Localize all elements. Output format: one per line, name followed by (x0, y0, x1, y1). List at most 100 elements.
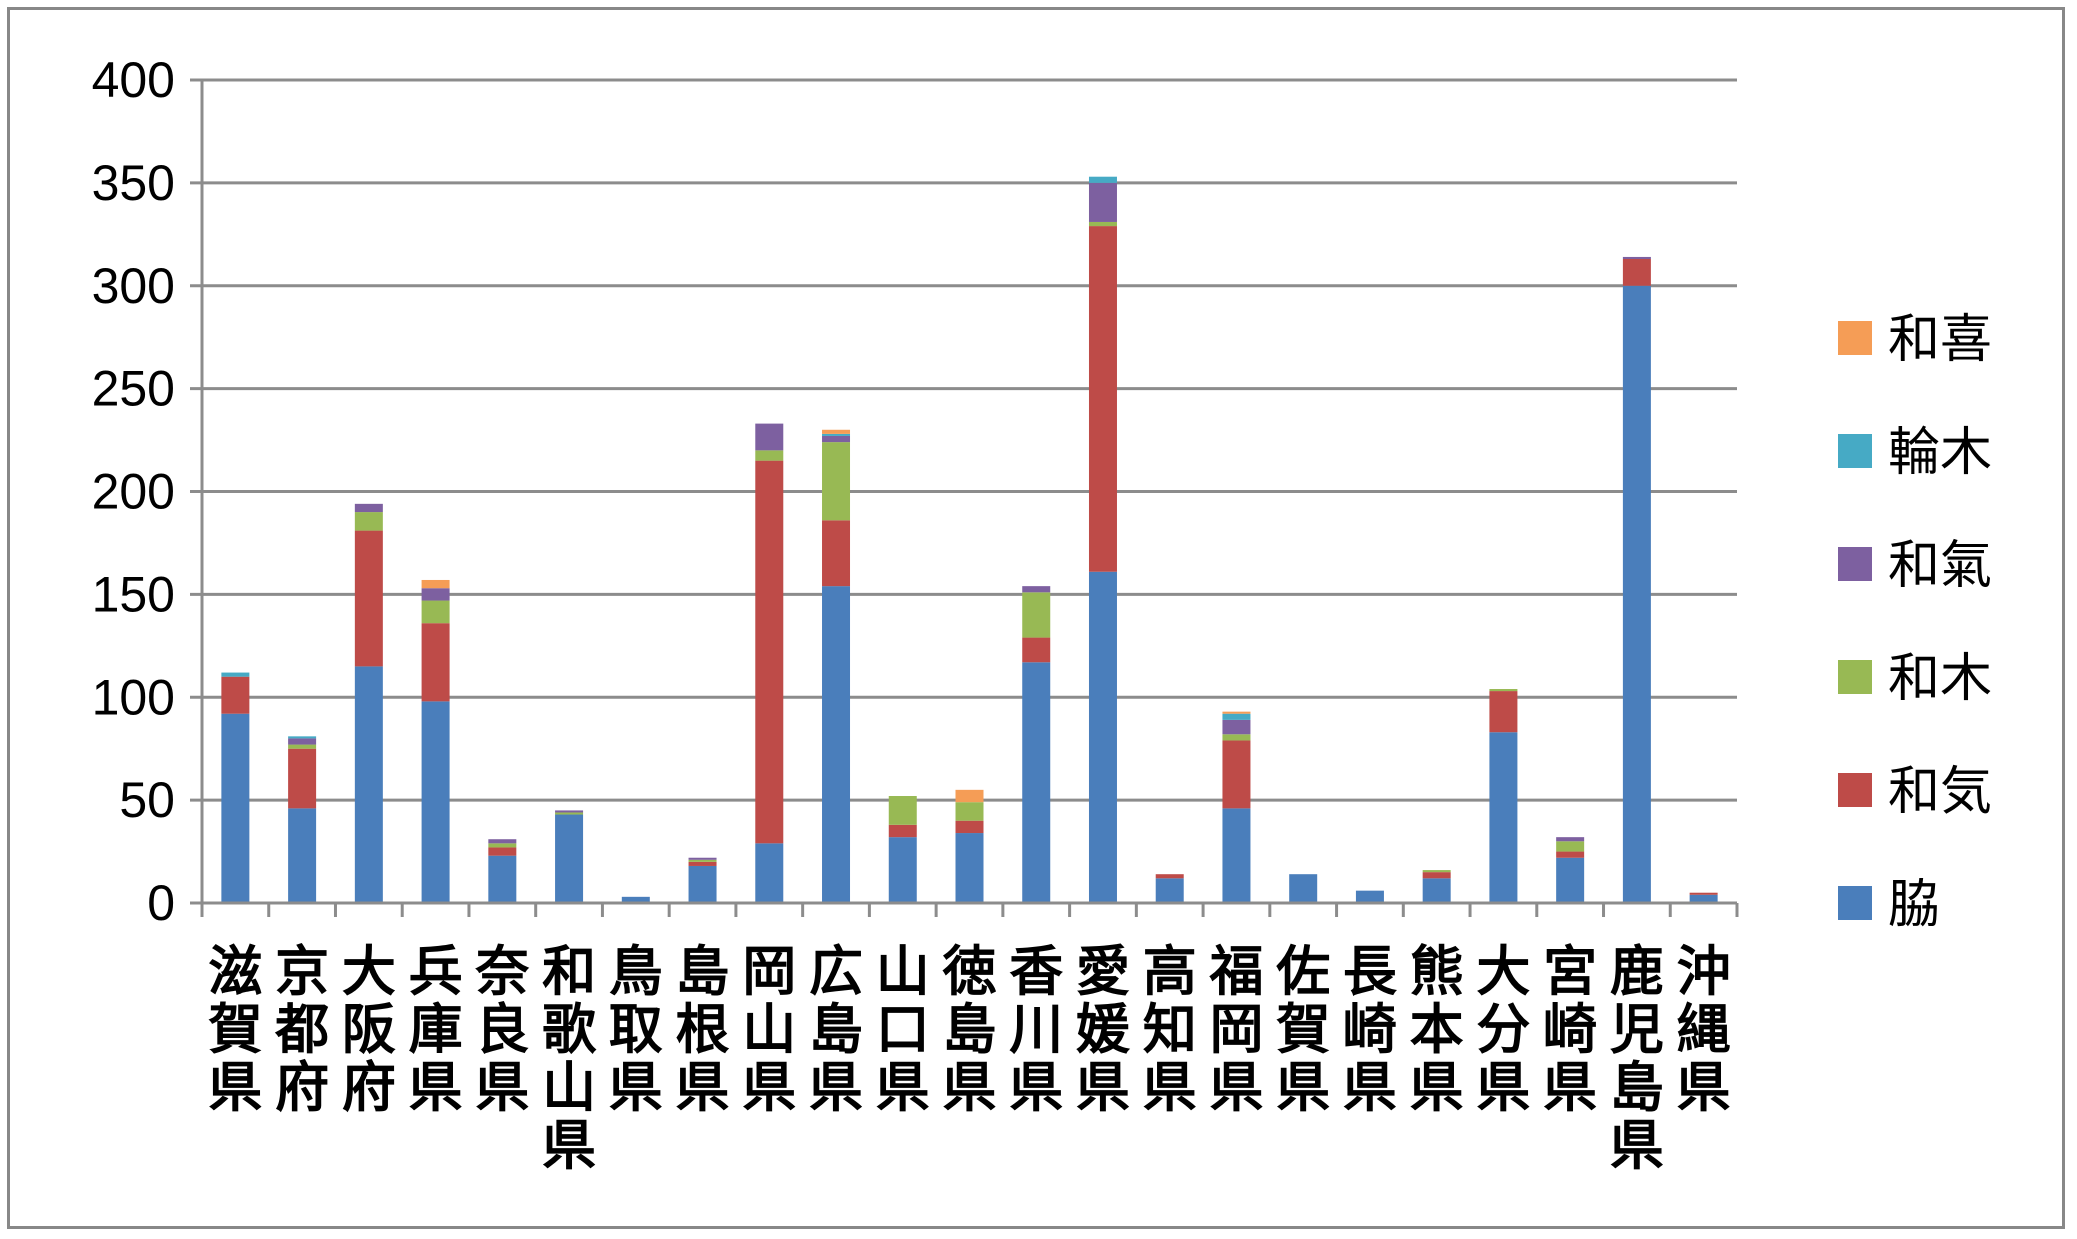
legend-label: 和気 (1888, 762, 1992, 822)
x-tick-label: 広島県 (809, 940, 863, 1119)
y-axis-tick-labels: 0 50 100 150 200 250 300 350 400 (92, 52, 175, 931)
bar-segment-脇-宮崎県 (1556, 857, 1585, 903)
x-tick-label: 滋賀県 (208, 940, 262, 1119)
legend-swatch (1838, 886, 1872, 920)
bar-segment-輪木-京都府 (288, 736, 317, 739)
legend-swatch (1838, 434, 1872, 468)
bar-segment-和氣-大阪府 (354, 503, 383, 513)
bar-segment-脇-鳥取県 (621, 896, 650, 903)
bar-segment-和氣-兵庫県 (421, 588, 450, 601)
x-tick-label: 鳥取県 (609, 940, 663, 1119)
bar-segment-和木-兵庫県 (421, 600, 450, 624)
legend-label: 和喜 (1888, 310, 1992, 370)
bar-segment-和氣-京都府 (288, 738, 317, 745)
y-tick-label: 350 (92, 155, 175, 211)
bar-segment-和木-京都府 (288, 744, 317, 749)
bar-segment-和気-兵庫県 (421, 623, 450, 702)
bar-segment-脇-熊本県 (1422, 878, 1451, 903)
bar-segment-脇-奈良県 (488, 855, 517, 903)
x-tick-label: 徳島県 (942, 940, 997, 1119)
y-tick-label: 250 (92, 361, 175, 417)
bar-segment-和気-島根県 (688, 861, 717, 866)
bar-segment-脇-岡山県 (755, 843, 784, 903)
bar-segment-脇-鹿児島県 (1622, 285, 1651, 903)
bar-segment-輪木-福岡県 (1222, 713, 1251, 720)
legend-swatch (1838, 321, 1872, 355)
bar-segment-和喜-広島県 (822, 429, 851, 434)
x-tick-label: 兵庫県 (409, 940, 463, 1119)
x-tick-label: 熊本県 (1410, 940, 1464, 1119)
bar-segment-和木-愛媛県 (1088, 221, 1117, 227)
bar-segment-和気-宮崎県 (1556, 851, 1585, 858)
bar-segment-和氣-広島県 (822, 435, 851, 443)
bar-segment-脇-山口県 (888, 837, 917, 903)
x-tick-label: 長崎県 (1343, 940, 1398, 1119)
bar-segment-脇-福岡県 (1222, 808, 1251, 903)
bar-segment-脇-佐賀県 (1289, 874, 1318, 903)
bar-segment-和喜-福岡県 (1222, 711, 1251, 714)
bar-segment-和氣-宮崎県 (1556, 837, 1585, 842)
bar-segment-輪木-滋賀県 (221, 672, 250, 677)
y-tick-label: 400 (92, 52, 175, 108)
bar-segment-和木-奈良県 (488, 843, 517, 848)
bar-segment-和気-奈良県 (488, 847, 517, 856)
bar-segment-和気-岡山県 (755, 460, 784, 844)
x-tick-label: 島根県 (676, 940, 730, 1119)
bar-segment-和木-徳島県 (955, 802, 984, 821)
bar-segment-和木-島根県 (688, 859, 717, 862)
bar-segment-和木-熊本県 (1422, 870, 1451, 873)
bar-segment-脇-大阪府 (354, 666, 383, 903)
bar-segment-和気-香川県 (1022, 637, 1051, 663)
bar-segment-和気-徳島県 (955, 820, 984, 834)
bar-segment-和喜-徳島県 (955, 789, 984, 803)
bar-segment-和木-広島県 (822, 442, 851, 521)
bar-segment-輪木-愛媛県 (1088, 176, 1117, 183)
x-tick-label: 宮崎県 (1543, 940, 1597, 1119)
x-tick-label: 和歌山県 (542, 940, 597, 1177)
x-tick-label: 福岡県 (1208, 940, 1263, 1119)
legend-label: 脇 (1888, 875, 1940, 935)
bar-segment-和氣-奈良県 (488, 839, 517, 844)
bar-segment-脇-愛媛県 (1088, 571, 1117, 903)
x-tick-label: 沖縄県 (1677, 940, 1731, 1119)
bar-segment-和気-大阪府 (354, 530, 383, 667)
x-tick-label: 佐賀県 (1275, 940, 1330, 1119)
x-tick-label: 香川県 (1009, 940, 1063, 1119)
bar-segment-和木-大阪府 (354, 512, 383, 531)
bars (221, 176, 1718, 903)
bar-segment-脇-沖縄県 (1689, 894, 1718, 903)
legend-label: 和木 (1888, 649, 1992, 709)
bar-segment-和気-鹿児島県 (1622, 259, 1651, 286)
bar-segment-脇-滋賀県 (221, 713, 250, 903)
bar-segment-和気-滋賀県 (221, 676, 250, 714)
x-tick-label: 山口県 (876, 940, 930, 1119)
x-tick-label: 京都府 (274, 940, 329, 1119)
bar-segment-和氣-岡山県 (755, 423, 784, 451)
y-tick-label: 0 (147, 875, 175, 931)
bar-segment-脇-和歌山県 (555, 814, 584, 903)
x-tick-label: 岡山県 (742, 940, 796, 1119)
bar-segment-和木-和歌山県 (555, 812, 584, 815)
bar-segment-脇-京都府 (288, 808, 317, 903)
bar-segment-和気-山口県 (888, 824, 917, 838)
bar-segment-和気-大分県 (1489, 691, 1518, 733)
bar-segment-和喜-兵庫県 (421, 579, 450, 589)
gridlines (202, 78, 1737, 802)
x-tick-label: 愛媛県 (1076, 940, 1131, 1119)
x-axis-tick-labels: 滋賀県京都府大阪府兵庫県奈良県和歌山県鳥取県島根県岡山県広島県山口県徳島県香川県… (208, 940, 1730, 1177)
bar-segment-和気-熊本県 (1422, 872, 1451, 879)
bar-segment-脇-徳島県 (955, 833, 984, 903)
x-tick-label: 高知県 (1143, 940, 1197, 1119)
x-tick-label: 鹿児島県 (1610, 940, 1664, 1177)
y-tick-label: 150 (92, 566, 175, 622)
legend-label: 和氣 (1888, 536, 1992, 596)
bar-segment-和木-大分県 (1489, 689, 1518, 692)
x-tick-label: 大分県 (1476, 940, 1530, 1119)
bar-segment-和気-広島県 (822, 520, 851, 587)
legend-swatch (1838, 547, 1872, 581)
bar-segment-和木-山口県 (888, 796, 917, 825)
bar-segment-和氣-和歌山県 (555, 810, 584, 813)
bar-segment-脇-島根県 (688, 865, 717, 903)
